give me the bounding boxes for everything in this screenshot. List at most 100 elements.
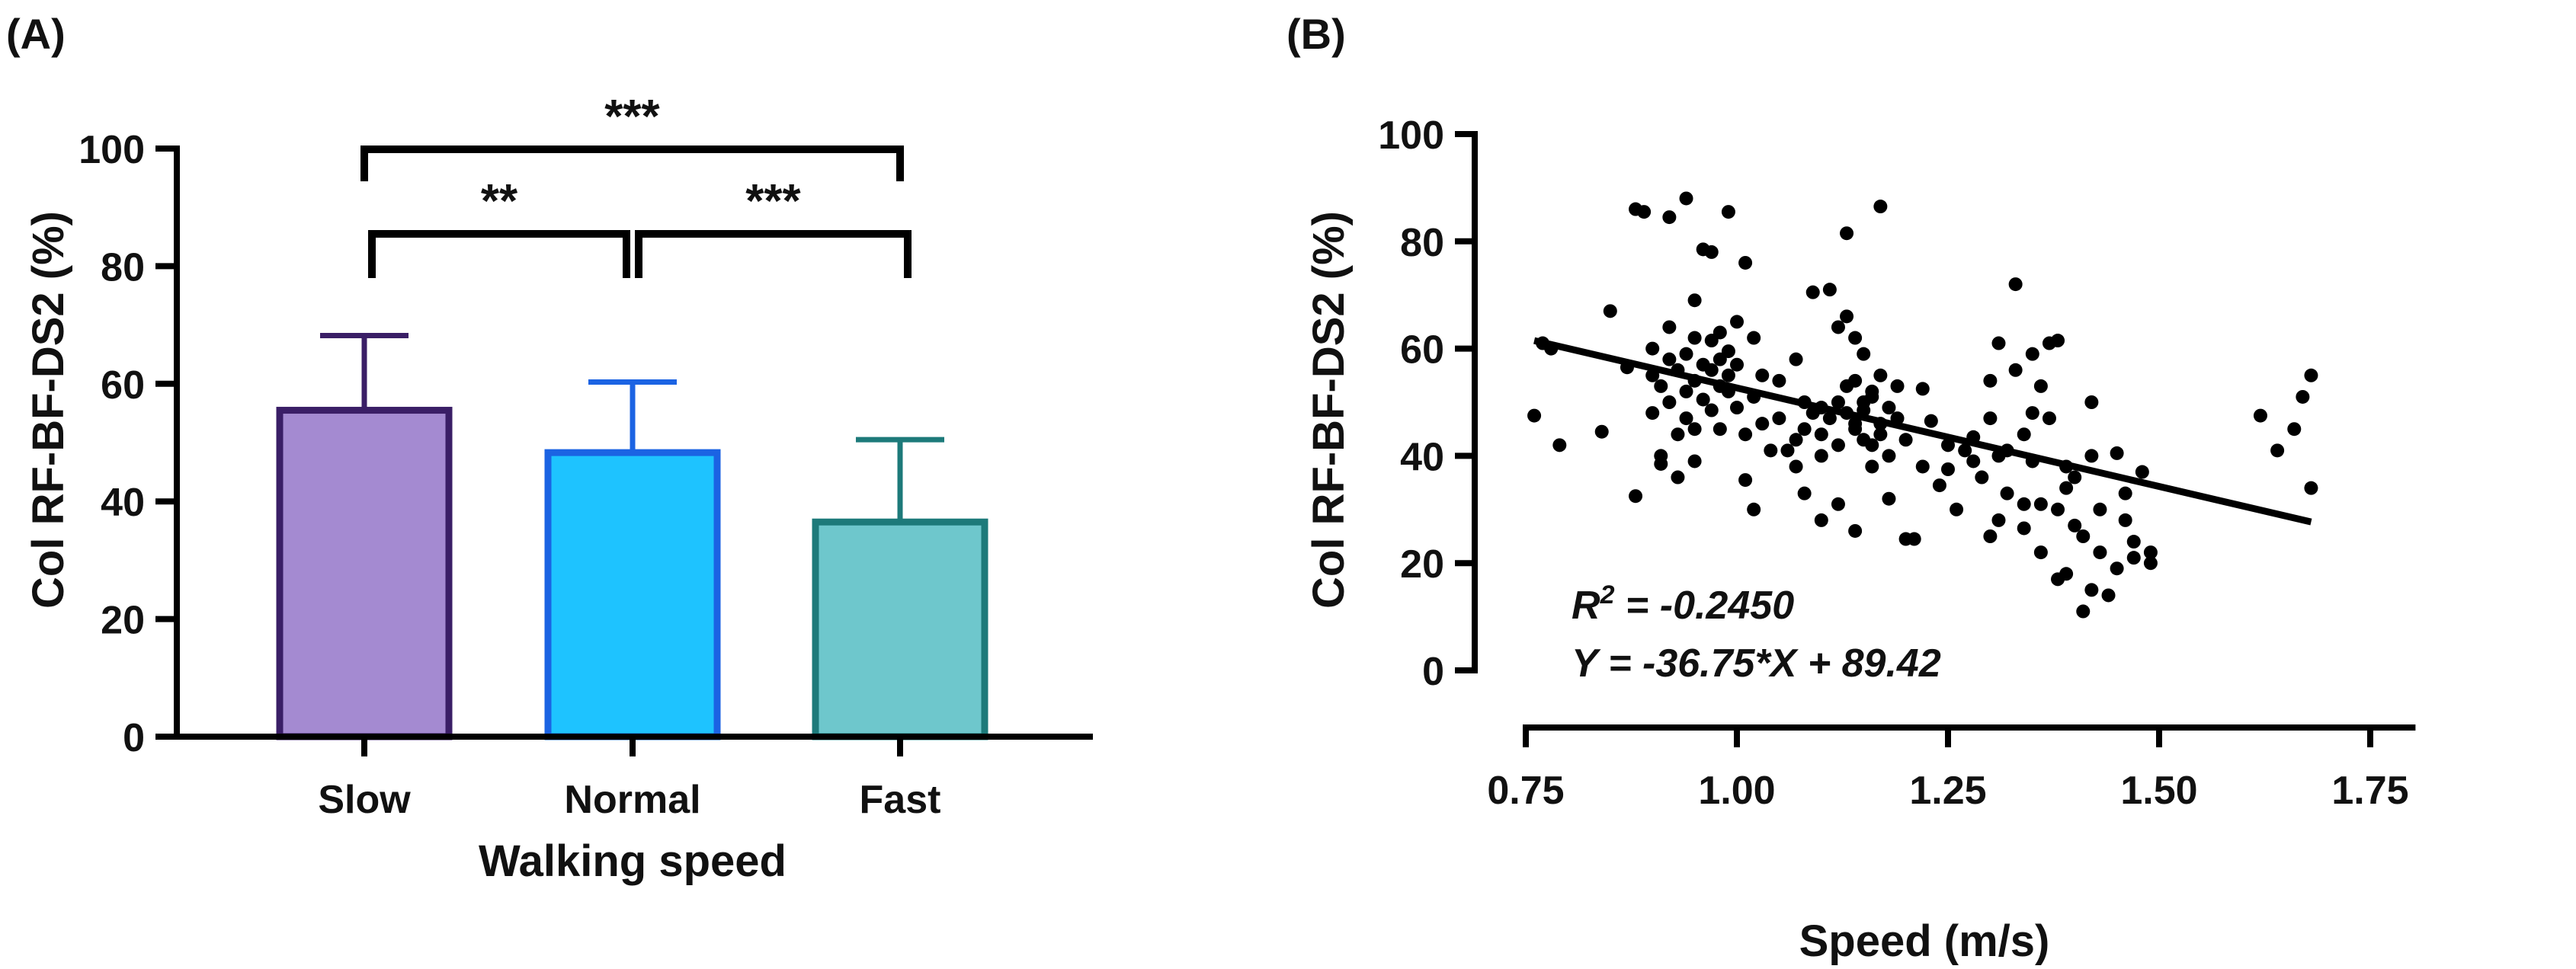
data-point: [1865, 459, 1879, 474]
data-point: [1822, 283, 1837, 297]
data-point: [1915, 382, 1930, 396]
panel-a-x-axis-label: Walking speed: [479, 836, 787, 886]
data-point: [1780, 443, 1795, 458]
data-point: [1873, 200, 1888, 214]
data-point: [1797, 422, 1812, 437]
data-point: [1848, 331, 1863, 345]
data-point: [2033, 379, 2048, 393]
data-point: [1594, 424, 1609, 439]
panel-a-label: (A): [6, 10, 66, 58]
data-point: [1687, 422, 1702, 437]
data-point: [2253, 408, 2267, 423]
data-point: [1603, 304, 1617, 318]
data-point: [1679, 191, 1693, 206]
data-point: [1983, 529, 1998, 543]
data-point: [1747, 502, 1761, 516]
data-point: [2084, 583, 2099, 597]
data-point: [1772, 411, 1786, 426]
data-point: [1831, 395, 1845, 409]
data-point: [1721, 344, 1735, 359]
data-point: [1789, 459, 1803, 474]
data-point: [2143, 556, 2158, 571]
data-point: [1991, 513, 2006, 527]
data-point: [1873, 368, 1888, 382]
data-point: [1983, 411, 1998, 426]
data-point: [1857, 347, 1871, 361]
data-point: [1654, 379, 1668, 393]
data-point: [1738, 473, 1753, 488]
data-point: [1907, 532, 1921, 546]
x-tick-label: 1.25: [1909, 769, 1986, 813]
data-point: [1915, 459, 1930, 474]
data-point: [2110, 561, 2124, 576]
data-point: [2059, 481, 2074, 495]
data-point: [1730, 357, 1744, 372]
panel-b-x-axis-label: Speed (m/s): [1799, 916, 2050, 966]
data-point: [2296, 389, 2310, 404]
y-tick-label: 80: [101, 245, 145, 289]
data-point: [1721, 205, 1735, 219]
y-tick-label: 20: [1400, 542, 1444, 587]
y-tick-label: 60: [101, 363, 145, 408]
data-point: [1747, 331, 1761, 345]
data-point: [2025, 347, 2039, 361]
data-point: [1840, 309, 1854, 324]
data-point: [2000, 486, 2014, 500]
data-point: [2076, 604, 2091, 619]
data-point: [1713, 325, 1727, 340]
data-point: [1789, 352, 1803, 366]
data-point: [1662, 320, 1677, 334]
significance-label: ***: [745, 175, 801, 228]
data-point: [1687, 293, 1702, 308]
data-point: [1831, 497, 1845, 511]
data-point: [1662, 352, 1677, 366]
data-point: [1814, 513, 1828, 527]
data-point: [1890, 379, 1905, 393]
y-tick-label: 100: [1378, 114, 1444, 158]
y-tick-label: 40: [1400, 435, 1444, 479]
data-point: [1721, 368, 1735, 382]
significance-label: ***: [604, 91, 660, 143]
data-point: [1738, 255, 1753, 270]
panel-b-x-ticks: 0.75 1.00 1.25 1.50 1.75: [1487, 728, 2409, 813]
data-point: [1924, 414, 1938, 428]
data-point: [1679, 384, 1693, 398]
panel-a-x-tick-labels: Slow Normal Fast: [318, 737, 940, 822]
data-point: [2008, 363, 2023, 377]
r2-prefix: R: [1572, 584, 1600, 628]
panel-b-y-ticks: 0 20 40 60 80 100: [1378, 114, 1475, 694]
data-point: [1662, 210, 1677, 225]
panel-a-y-ticks: 0 20 40 60 80 100: [78, 128, 177, 760]
data-point: [1629, 489, 1643, 504]
panel-b-points: [1527, 191, 2318, 619]
data-point: [1552, 438, 1567, 453]
data-point: [2126, 535, 2141, 549]
data-point: [1671, 427, 1685, 442]
data-point: [2017, 427, 2031, 442]
data-point: [2110, 446, 2124, 460]
bar-fast: [812, 518, 988, 740]
r2-value: = -0.2450: [1614, 584, 1794, 628]
data-point: [1764, 443, 1778, 458]
data-point: [1983, 373, 1998, 388]
data-point: [2126, 551, 2141, 565]
x-tick-label: Fast: [860, 778, 941, 822]
data-point: [1527, 408, 1542, 423]
data-point: [2017, 497, 2031, 511]
data-point: [2270, 443, 2285, 458]
panel-a-y-axis-label: Col RF-BF-DS2 (%): [24, 211, 73, 609]
data-point: [1730, 315, 1744, 329]
data-point: [2101, 588, 2116, 603]
data-point: [1882, 491, 1896, 506]
data-point: [1687, 454, 1702, 469]
data-point: [1941, 438, 1955, 453]
data-point: [1637, 205, 1652, 219]
y-tick-label: 80: [1400, 221, 1444, 265]
data-point: [2304, 368, 2318, 382]
data-point: [1805, 285, 1820, 299]
y-tick-label: 60: [1400, 328, 1444, 373]
data-point: [1687, 331, 1702, 345]
data-point: [1755, 368, 1770, 382]
bar-slow: [276, 407, 453, 740]
